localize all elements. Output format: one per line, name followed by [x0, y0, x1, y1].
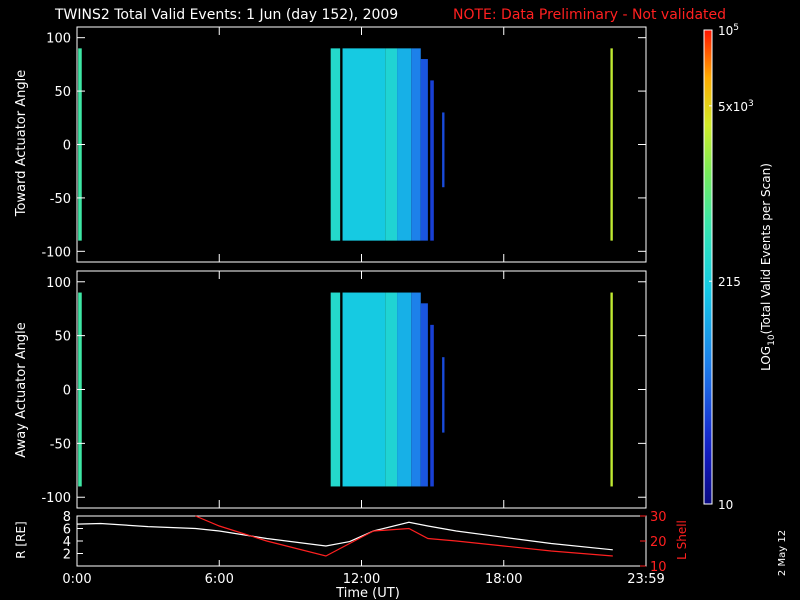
- colorbar: 105 5x103 215 10 LOG10(Total Valid Events pe…: [703, 23, 777, 512]
- l-tick-label-0: 30: [650, 510, 667, 525]
- heatmap-column-5: [411, 292, 421, 487]
- toward-panel: 100 50 0 -50 -100: [41, 26, 647, 263]
- time-tick-label-1: 6:00: [205, 572, 234, 587]
- heatmap-column-6: [420, 59, 428, 241]
- heatmap-column-7: [430, 324, 434, 487]
- time-tick-label-4: 23:59: [627, 572, 664, 587]
- y-tick-label-2: 0: [63, 139, 71, 154]
- away-axis-label: Away Actuator Angle: [14, 322, 29, 457]
- l-tick-label-2: 10: [650, 560, 667, 575]
- colorbar-tick-label-3: 10: [718, 498, 733, 512]
- chart-title: TWINS2 Total Valid Events: 1 Jun (day 15…: [54, 7, 398, 23]
- l-shell-line: [195, 515, 613, 557]
- r-distance-line: [76, 521, 613, 551]
- r-axis-label: R [RE]: [14, 521, 28, 558]
- heatmap-column-1: [330, 292, 341, 487]
- colorbar-scale: [703, 29, 713, 505]
- heatmap-column-4: [397, 292, 412, 487]
- colorbar-tick-label-0: 105: [718, 23, 739, 38]
- y-tick-label-3: -50: [50, 437, 71, 452]
- y-tick-label-1: 50: [54, 85, 71, 100]
- heatmap-column-9: [610, 292, 613, 487]
- y-tick-label-0: 100: [46, 276, 71, 291]
- y-tick-label-3: -50: [50, 192, 71, 207]
- time-tick-label-3: 18:00: [485, 572, 522, 587]
- y-tick-label-1: 50: [54, 330, 71, 345]
- l-shell-axis-label: L Shell: [675, 520, 689, 560]
- preliminary-note: NOTE: Data Preliminary - Not validated: [453, 7, 726, 23]
- colorbar-label: LOG10(Total Valid Events per Scan): [759, 163, 777, 371]
- y-tick-label-2: 0: [63, 384, 71, 399]
- l-tick-label-1: 20: [650, 535, 667, 550]
- colorbar-tick-label-2: 215: [718, 275, 741, 289]
- time-tick-label-2: 12:00: [343, 572, 380, 587]
- time-tick-label-0: 0:00: [62, 572, 91, 587]
- time-axis-label: Time (UT): [335, 586, 400, 600]
- heatmap-column-6: [420, 303, 428, 487]
- r-tick-label-0: 8: [63, 510, 71, 525]
- heatmap-column-3: [385, 292, 398, 487]
- y-tick-label-4: -100: [41, 245, 71, 260]
- heatmap-column-2: [342, 292, 386, 487]
- away-panel: 100 50 0 -50 -100: [41, 270, 647, 509]
- r-tick-label-2: 4: [63, 535, 71, 550]
- heatmap-column-5: [411, 48, 421, 241]
- heatmap-column-9: [610, 48, 613, 241]
- heatmap-column-1: [330, 48, 341, 241]
- colorbar-tick-label-1: 5x103: [718, 99, 754, 114]
- y-tick-label-0: 100: [46, 32, 71, 47]
- heatmap-column-7: [430, 80, 434, 241]
- heatmap-column-8: [442, 357, 445, 433]
- heatmap-column-8: [442, 112, 445, 188]
- heatmap-column-4: [397, 48, 412, 241]
- r-tick-label-3: 2: [63, 548, 71, 563]
- heatmap-column-2: [342, 48, 386, 241]
- r-tick-label-1: 6: [63, 523, 71, 538]
- date-stamp: 2 May 12: [777, 530, 788, 576]
- heatmap-column-3: [385, 48, 398, 241]
- toward-axis-label: Toward Actuator Angle: [14, 70, 29, 217]
- y-tick-label-4: -100: [41, 491, 71, 506]
- orbit-frame: [76, 515, 647, 567]
